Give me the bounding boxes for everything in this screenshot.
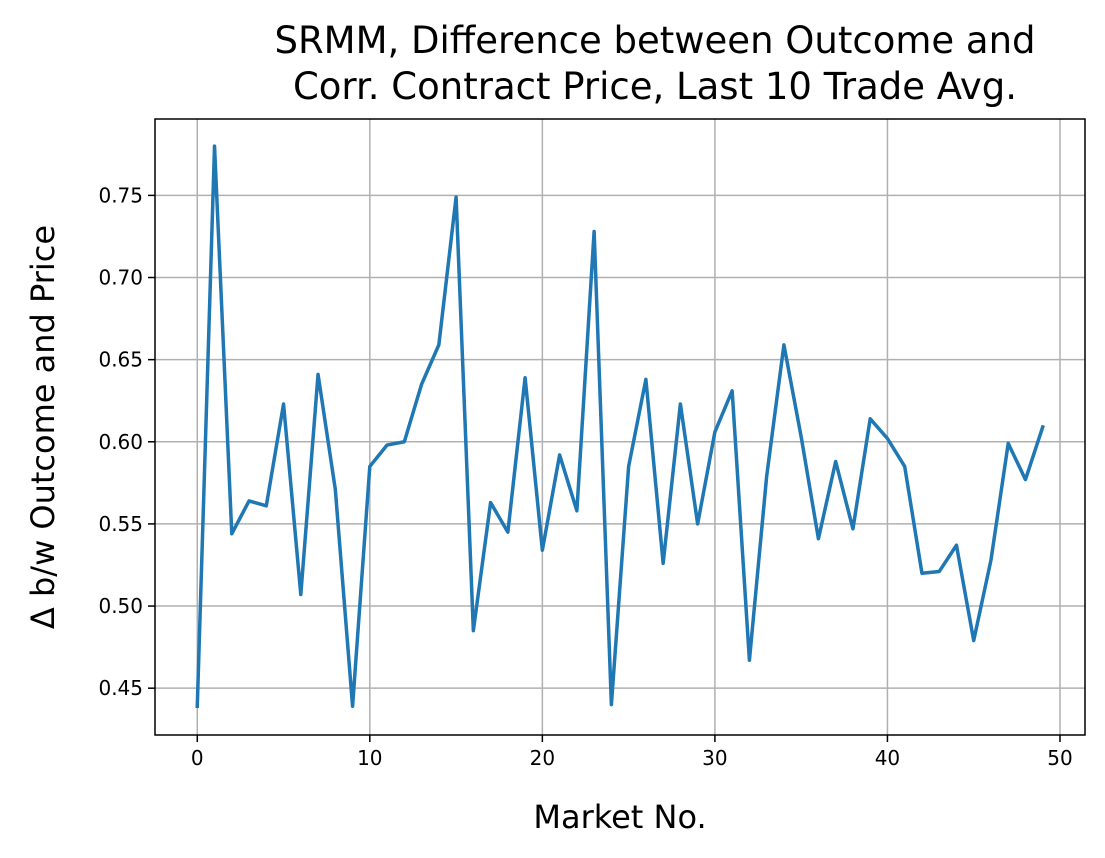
y-tick-label: 0.55	[98, 512, 143, 536]
x-tick-label: 40	[875, 746, 900, 770]
x-tick-label: 0	[191, 746, 204, 770]
y-tick-label: 0.50	[98, 594, 143, 618]
y-tick-label: 0.60	[98, 430, 143, 454]
y-tick-label: 0.65	[98, 348, 143, 372]
y-tick-label: 0.45	[98, 676, 143, 700]
x-tick-label: 30	[702, 746, 727, 770]
x-axis-label: Market No.	[533, 798, 706, 836]
x-tick-label: 20	[530, 746, 555, 770]
chart-title-line-2: Corr. Contract Price, Last 10 Trade Avg.	[292, 65, 1018, 108]
chart-title: SRMM, Difference between Outcome and Cor…	[155, 18, 1105, 110]
y-axis-label: Δ b/w Outcome and Price	[24, 225, 62, 629]
plot-frame	[154, 118, 1086, 736]
series-layer	[195, 144, 1045, 709]
chart-title-line-1: SRMM, Difference between Outcome and	[274, 19, 1036, 62]
y-tick-label: 0.75	[98, 183, 143, 207]
ticks: 0 10 20 30 40 50 0.45 0.50 0.55 0.60 0.65 0.70 0.75	[98, 183, 1072, 770]
x-tick-label: 10	[357, 746, 382, 770]
grid-lines	[155, 119, 1085, 735]
y-tick-label: 0.70	[98, 266, 143, 290]
x-tick-label: 50	[1047, 746, 1072, 770]
series-line	[195, 144, 1045, 709]
